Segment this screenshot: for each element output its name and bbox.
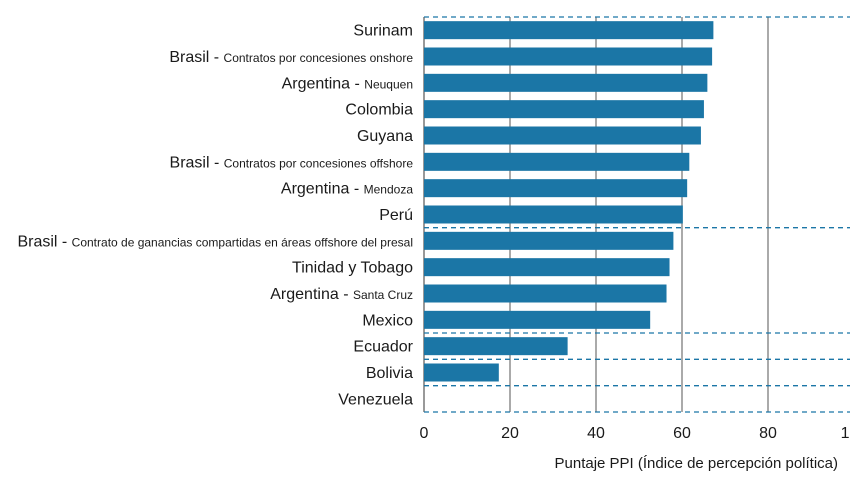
category-sub-text: Contratos por concesiones onshore (224, 51, 414, 65)
category-sub-text: Mendoza (364, 183, 414, 197)
bar (424, 179, 688, 198)
category-label: Brasil - Contratos por concesiones onsho… (169, 49, 413, 66)
category-sub-text: Neuquen (364, 77, 413, 91)
bar (424, 258, 670, 277)
category-main-text: Brasil - (169, 49, 223, 66)
bar (424, 363, 499, 382)
category-label: Surinam (353, 23, 413, 40)
x-axis-title: Puntaje PPI (Índice de percepción políti… (555, 455, 839, 472)
x-tick-label: 60 (673, 425, 691, 442)
x-tick-label: 100 (841, 425, 850, 442)
x-axis-ticks: 0 20 40 60 80 100 (420, 425, 850, 442)
category-main-text: Brasil - (17, 233, 71, 250)
x-tick-label: 20 (501, 425, 519, 442)
category-sub-text: Contratos por concesiones offshore (224, 156, 414, 170)
category-sub-text: Contrato de ganancias compartidas en áre… (72, 235, 413, 249)
x-tick-label: 40 (587, 425, 605, 442)
category-label: Mexico (362, 312, 413, 329)
bar (424, 284, 667, 303)
category-main-text: Argentina - (281, 181, 364, 198)
category-label: Tinidad y Tobago (292, 260, 413, 277)
bar (424, 21, 714, 40)
group-separators (424, 16, 850, 413)
category-label: Colombia (345, 102, 413, 119)
bar (424, 231, 674, 250)
bar (424, 100, 704, 119)
bar (424, 152, 690, 171)
category-label: Argentina - Santa Cruz (270, 286, 413, 303)
category-main-text: Argentina - (270, 286, 353, 303)
x-tick-label: 0 (420, 425, 429, 442)
category-sub-text: Santa Cruz (353, 288, 413, 302)
category-label: Brasil - Contratos por concesiones offsh… (170, 154, 414, 171)
category-label: Brasil - Contrato de ganancias compartid… (17, 233, 413, 250)
bar (424, 337, 568, 356)
category-labels: Surinam Brasil - Contratos por concesione… (17, 23, 413, 409)
category-label: Guyana (357, 128, 413, 145)
bar (424, 310, 651, 329)
category-main-text: Argentina - (282, 75, 365, 92)
category-label: Ecuador (353, 339, 413, 356)
category-label: Perú (379, 207, 413, 224)
category-label: Bolivia (366, 365, 413, 382)
bar (424, 126, 701, 145)
bars (424, 21, 714, 382)
bar (424, 73, 708, 92)
bar (424, 47, 713, 66)
category-label: Argentina - Neuquen (282, 75, 413, 92)
bar (424, 205, 683, 224)
category-label: Argentina - Mendoza (281, 181, 413, 198)
x-tick-label: 80 (759, 425, 777, 442)
category-main-text: Brasil - (170, 154, 224, 171)
category-label: Venezuela (338, 391, 413, 408)
